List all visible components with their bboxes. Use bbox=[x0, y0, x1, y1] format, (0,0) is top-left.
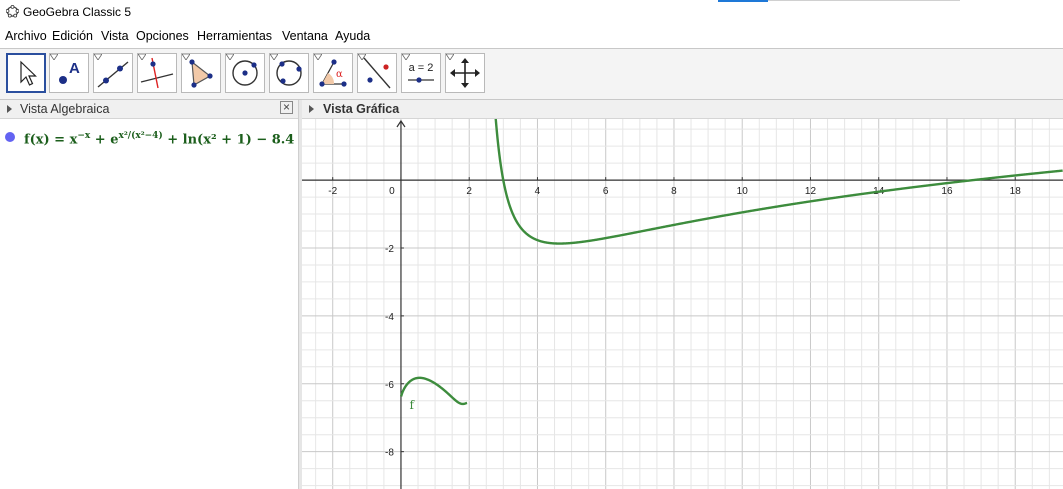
menu-archivo[interactable]: Archivo bbox=[5, 29, 47, 43]
close-view-button[interactable]: × bbox=[280, 101, 293, 114]
algebra-view: f(x) = x−x + ex²/(x²−4) + ln(x² + 1) − 8… bbox=[0, 119, 298, 489]
window-title: GeoGebra Classic 5 bbox=[23, 5, 132, 19]
tool-menu-triangle-icon bbox=[270, 54, 278, 60]
angle-icon: α bbox=[319, 59, 347, 87]
y-tick-label: -8 bbox=[385, 448, 394, 459]
slider-tool-label: a = 2 bbox=[409, 62, 434, 74]
perpendicular-line-tool-button[interactable] bbox=[137, 53, 177, 93]
line-tool-button[interactable] bbox=[93, 53, 133, 93]
split-pane-divider[interactable] bbox=[298, 100, 302, 489]
x-tick-label: 18 bbox=[1010, 186, 1022, 197]
graphics-canvas[interactable]: -2 0 2 4 6 8 10 12 14 16 18-2-4-6-8f bbox=[302, 119, 1063, 489]
circle-three-points-tool-button[interactable] bbox=[269, 53, 309, 93]
function-entry-f[interactable]: f(x) = x−x + ex²/(x²−4) + ln(x² + 1) − 8… bbox=[24, 131, 294, 147]
title-bar: GeoGebra Classic 5 bbox=[0, 0, 1063, 26]
perpendicular-line-icon bbox=[140, 57, 174, 89]
graphics-view-title: Vista Gráfica bbox=[323, 102, 400, 116]
slider-tool-button[interactable]: a = 2 bbox=[401, 53, 441, 93]
algebra-view-header: Vista Algebraica × bbox=[0, 100, 298, 119]
formula-exponent-2: x²/(x²−4) bbox=[118, 131, 163, 141]
formula-rhs: + ln(x² + 1) − 8.4 bbox=[162, 132, 295, 148]
menu-opciones[interactable]: Opciones bbox=[136, 29, 189, 43]
slider-icon: a = 2 bbox=[408, 62, 434, 83]
tool-menu-triangle-icon bbox=[182, 54, 190, 60]
polygon-tool-button[interactable] bbox=[181, 53, 221, 93]
x-tick-label: -2 bbox=[328, 186, 337, 197]
y-tick-label: -2 bbox=[385, 244, 394, 255]
move-tool-button[interactable] bbox=[6, 53, 46, 93]
y-axis-arrow-icon bbox=[396, 119, 406, 128]
formula-mid: + e bbox=[90, 132, 119, 148]
circle-three-points-icon bbox=[276, 60, 302, 86]
menu-ventana[interactable]: Ventana bbox=[282, 29, 328, 43]
point-a-icon: A bbox=[59, 60, 80, 84]
background-window-strip bbox=[718, 0, 768, 2]
circle-center-point-icon bbox=[232, 60, 258, 86]
graphics-view-header: Vista Gráfica bbox=[302, 100, 1063, 119]
reflect-tool-button[interactable] bbox=[357, 53, 397, 93]
tool-menu-triangle-icon bbox=[226, 54, 234, 60]
x-tick-label: 4 bbox=[535, 186, 541, 197]
point-tool-button[interactable]: A bbox=[49, 53, 89, 93]
x-tick-label: 2 bbox=[466, 186, 472, 197]
function-f-left-branch bbox=[399, 376, 468, 406]
angle-tool-button[interactable]: α bbox=[313, 53, 353, 93]
visibility-toggle-dot[interactable] bbox=[5, 132, 15, 142]
move-graphics-view-tool-button[interactable] bbox=[445, 53, 485, 93]
menu-ayuda[interactable]: Ayuda bbox=[335, 29, 371, 43]
menu-herramientas[interactable]: Herramientas bbox=[197, 29, 273, 43]
tool-menu-triangle-icon bbox=[50, 54, 58, 60]
toolbar: A bbox=[0, 48, 1063, 100]
menu-vista[interactable]: Vista bbox=[101, 29, 129, 43]
function-f-label: f bbox=[409, 398, 415, 412]
menu-bar: Archivo Edición Vista Opciones Herramien… bbox=[0, 26, 1063, 48]
y-tick-label: -4 bbox=[385, 312, 394, 323]
background-window-edge bbox=[768, 0, 960, 1]
collapse-arrow-icon[interactable] bbox=[309, 105, 314, 113]
circle-tool-button[interactable] bbox=[225, 53, 265, 93]
geogebra-logo-icon bbox=[5, 4, 20, 21]
x-tick-label: 0 bbox=[389, 186, 395, 197]
tool-menu-triangle-icon bbox=[94, 54, 102, 60]
svg-text:A: A bbox=[69, 60, 80, 77]
algebra-view-title: Vista Algebraica bbox=[20, 102, 110, 116]
x-tick-label: 10 bbox=[737, 186, 749, 197]
move-graphics-view-icon bbox=[450, 58, 480, 88]
x-tick-label: 16 bbox=[941, 186, 953, 197]
y-tick-label: -6 bbox=[385, 380, 394, 391]
formula-exponent-1: −x bbox=[77, 131, 91, 141]
graphics-view[interactable]: -2 0 2 4 6 8 10 12 14 16 18 -2 -4 -6 -8 f bbox=[302, 119, 1063, 489]
tool-menu-triangle-icon bbox=[138, 54, 146, 60]
svg-text:α: α bbox=[336, 69, 343, 80]
polygon-icon bbox=[189, 59, 213, 88]
line-through-points-icon bbox=[97, 61, 129, 88]
tool-menu-triangle-icon bbox=[402, 54, 410, 60]
menu-edicion[interactable]: Edición bbox=[52, 29, 93, 43]
x-tick-label: 8 bbox=[671, 186, 677, 197]
tool-menu-triangle-icon bbox=[446, 54, 454, 60]
tool-menu-triangle-icon bbox=[314, 54, 322, 60]
tool-menu-triangle-icon bbox=[358, 54, 366, 60]
formula-lhs: f(x) = x bbox=[24, 132, 78, 148]
x-tick-label: 6 bbox=[603, 186, 609, 197]
function-f-right-branch bbox=[494, 119, 1063, 245]
x-tick-label: 12 bbox=[805, 186, 817, 197]
collapse-arrow-icon[interactable] bbox=[7, 105, 12, 113]
reflect-about-line-icon bbox=[363, 57, 391, 89]
arrow-cursor-icon bbox=[20, 60, 37, 86]
